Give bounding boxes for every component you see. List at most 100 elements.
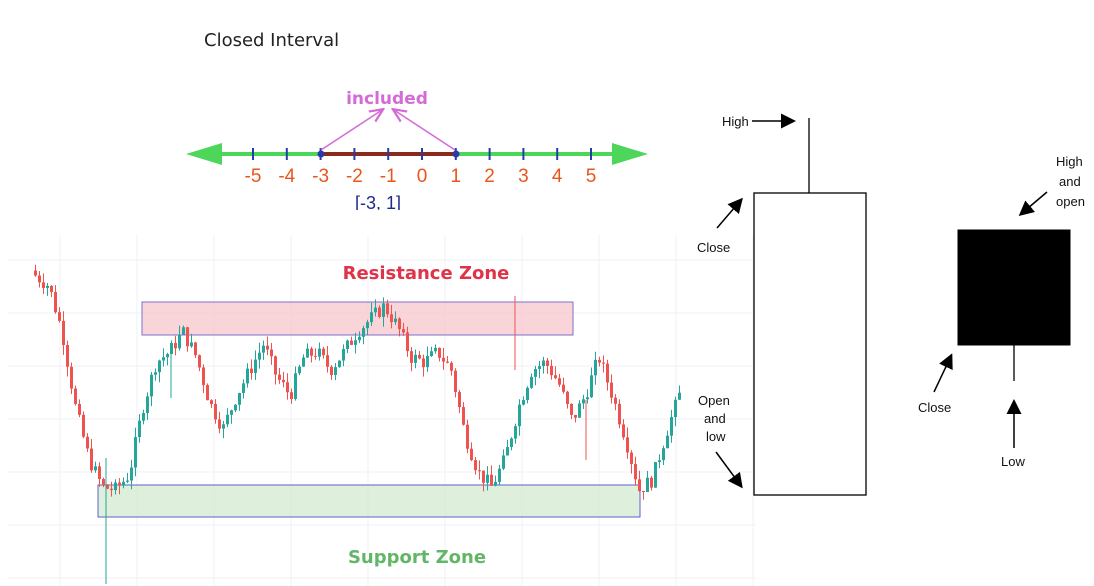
right-arrowhead-icon <box>612 143 648 165</box>
bearish-close-label: Close <box>918 400 951 415</box>
candle-body <box>454 370 457 393</box>
candle-body <box>526 387 529 401</box>
candle-body <box>50 285 53 293</box>
candle-body <box>670 417 673 436</box>
candle-body <box>302 357 305 367</box>
candle-body <box>118 482 121 486</box>
candle-body <box>66 345 69 367</box>
candle-body <box>186 327 189 347</box>
candle-body <box>110 488 113 491</box>
candle-body <box>174 343 177 349</box>
candle-body <box>630 452 633 464</box>
candle-body <box>482 470 485 483</box>
candle-body <box>354 340 357 345</box>
candle-body <box>114 482 117 491</box>
candle-body <box>598 359 601 363</box>
candle-body <box>294 373 297 400</box>
candle-body <box>386 303 389 315</box>
candle-body <box>334 367 337 375</box>
candle-body <box>238 393 241 405</box>
candle-body <box>542 360 545 367</box>
candle-body <box>310 348 313 356</box>
candle-body <box>402 329 405 333</box>
included-arrow-left <box>320 110 382 151</box>
candle-body <box>286 382 289 393</box>
candle-body <box>558 378 561 385</box>
candle-body <box>438 347 441 358</box>
tick-label: -1 <box>380 166 397 187</box>
candle-body <box>330 366 333 375</box>
candle-body <box>538 366 541 370</box>
candle-body <box>342 348 345 361</box>
left-arrowhead-icon <box>186 143 222 165</box>
candle-body <box>158 360 161 373</box>
candle-body <box>582 399 585 404</box>
candle-body <box>246 368 249 384</box>
candle-body <box>314 355 317 357</box>
candle-body <box>642 490 645 492</box>
tick-label: 4 <box>552 166 563 187</box>
candle-body <box>606 363 609 383</box>
candle-body <box>70 366 73 389</box>
closed-endpoint-right <box>452 150 460 158</box>
bullish-and-label: and <box>704 411 726 426</box>
candle-body <box>90 448 93 471</box>
candle-body <box>166 354 169 358</box>
candle-body <box>338 360 341 368</box>
tick-label: 1 <box>451 166 462 187</box>
candle-body <box>378 307 381 317</box>
candle-body <box>258 352 261 360</box>
candle-body <box>250 368 253 374</box>
candle-body <box>38 275 41 283</box>
candle-body <box>422 358 425 368</box>
candle-body <box>106 484 109 489</box>
candle-body <box>502 455 505 469</box>
candle-body <box>390 314 393 323</box>
tick-label: 5 <box>586 166 597 187</box>
candle-body <box>662 448 665 461</box>
candle-body <box>614 397 617 404</box>
candle-body <box>450 362 453 371</box>
candle-body <box>578 403 581 418</box>
candle-body <box>506 447 509 456</box>
candle-body <box>486 474 489 483</box>
candle-body <box>82 414 85 437</box>
resistance-zone-label: Resistance Zone <box>343 263 510 284</box>
candle-body <box>490 474 493 486</box>
candle-body <box>182 327 185 335</box>
candle-body <box>142 413 145 421</box>
candle-body <box>198 355 201 368</box>
candle-body <box>266 345 269 350</box>
candle-body <box>138 420 141 438</box>
candle-body <box>666 435 669 449</box>
candle-body <box>414 354 417 363</box>
candle-body <box>202 367 205 386</box>
candle-body <box>98 466 101 480</box>
candle-body <box>534 369 537 377</box>
candle-body <box>86 436 89 449</box>
tick-label: -2 <box>346 166 363 187</box>
tick-label: -5 <box>245 166 262 187</box>
candle-body <box>650 477 653 488</box>
bullish-high-label: High <box>722 114 749 129</box>
candle-body <box>646 477 649 492</box>
candle-body <box>190 342 193 347</box>
support-zone-label: Support Zone <box>348 547 486 568</box>
candle-body <box>194 342 197 356</box>
support-resistance-chart: Resistance Zone Support Zone <box>8 210 756 586</box>
candle-body <box>234 404 237 411</box>
bearish-candlestick-diagram: High and open Close Low <box>918 154 1085 469</box>
bearish-high-label: High <box>1056 154 1083 169</box>
interval-title: Closed Interval <box>204 30 340 51</box>
candle-body <box>130 467 133 481</box>
candle-body <box>462 407 465 425</box>
chart-background <box>8 210 756 586</box>
candle-body <box>566 391 569 404</box>
candle-body <box>610 382 613 398</box>
bearish-low-label: Low <box>1001 454 1025 469</box>
candle-body <box>654 462 657 488</box>
candle-body <box>622 424 625 438</box>
bearish-candle-body <box>957 229 1071 346</box>
candle-body <box>514 426 517 439</box>
